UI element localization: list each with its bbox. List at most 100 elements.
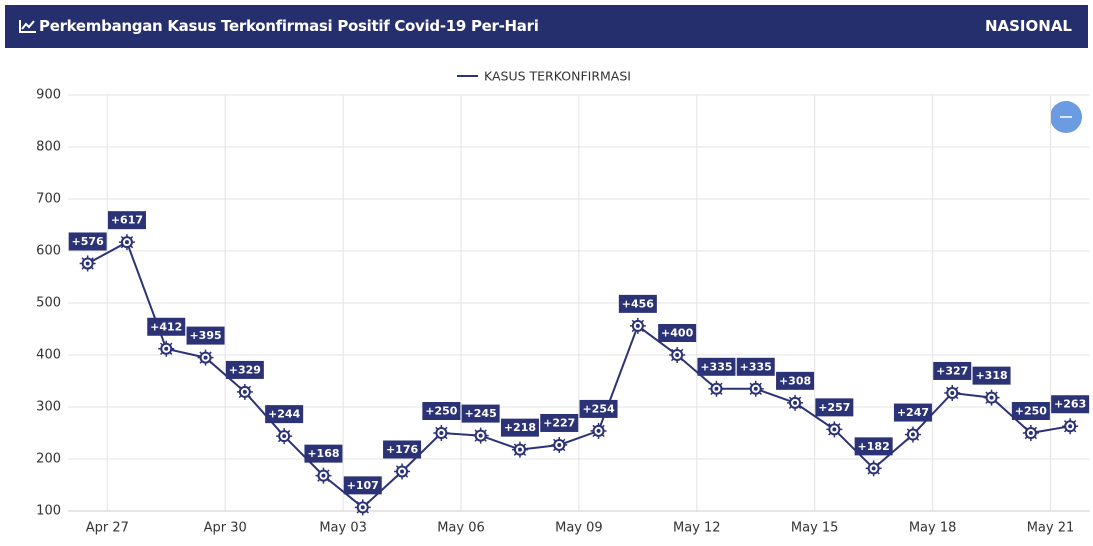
label-box [68,232,107,251]
virus-core [85,261,90,266]
header: Perkembangan Kasus Terkonfirmasi Positif… [5,5,1088,48]
label-box [500,418,539,437]
data-label: +168 [307,447,339,460]
label-box [147,317,186,336]
virus-marker [747,380,764,397]
label-box [618,294,657,313]
label-box [579,399,618,418]
data-label: +244 [268,408,301,421]
y-tick-label: 900 [36,88,61,103]
y-tick-label: 700 [36,192,61,207]
virus-core [400,469,405,474]
data-label: +308 [779,374,811,387]
data-label: +254 [582,402,615,415]
data-label: +576 [72,235,105,248]
virus-marker [1022,425,1039,441]
data-label: +218 [504,421,536,434]
data-label: +245 [465,407,497,420]
data-label: +617 [111,214,143,227]
y-tick-label: 400 [36,348,61,363]
virus-marker [354,499,371,516]
virus-core [832,427,837,432]
virus-marker [79,255,96,272]
data-label: +327 [936,364,968,377]
data-label: +335 [700,360,732,373]
region: NASIONAL [984,17,1072,35]
label-box [815,398,854,417]
virus-core [124,240,129,245]
virus-marker [826,421,843,438]
x-tick-label: Apr 27 [86,521,129,536]
data-label: +263 [1054,398,1086,411]
label-box [383,440,422,459]
virus-marker [472,427,489,444]
label-box [186,326,225,345]
y-tick-label: 600 [36,244,61,259]
virus-marker [708,380,725,397]
label-box [461,404,500,423]
x-tick-label: Apr 30 [204,521,247,536]
data-label: +395 [189,329,221,342]
label-box [304,444,343,463]
virus-core [753,386,758,391]
virus-core [242,389,247,394]
virus-core [517,447,522,452]
label-box [933,361,972,380]
virus-marker [236,383,253,400]
data-label: +250 [425,405,458,418]
virus-marker [551,436,568,453]
label-box [697,357,736,376]
virus-core [164,346,169,351]
virus-marker [197,349,214,366]
y-tick-label: 200 [36,452,61,467]
x-tick-label: May 03 [319,521,367,536]
virus-core [439,431,444,435]
data-label: +257 [818,401,850,414]
data-label: +335 [740,360,772,373]
label-box [776,371,815,390]
chart-icon [19,20,36,33]
data-label: +107 [347,479,379,492]
data-label: +329 [229,363,261,376]
y-tick-label: 300 [36,400,61,415]
virus-marker [787,394,804,411]
virus-core [557,442,562,447]
label-box [1051,395,1090,414]
y-tick-label: 500 [36,296,61,311]
data-label: +400 [661,327,694,340]
virus-core [871,466,876,471]
data-label: +176 [386,443,419,456]
x-tick-label: May 15 [791,521,839,536]
virus-marker [511,441,528,458]
data-label: +412 [150,320,182,333]
data-label: +250 [1015,405,1048,418]
label-box [1011,402,1050,420]
y-tick-label: 800 [36,140,61,155]
virus-core [989,395,994,400]
virus-marker [590,422,607,439]
virus-marker [983,389,1000,406]
virus-marker [276,428,293,445]
virus-core [360,505,365,510]
label-box [540,413,579,432]
virus-marker [944,384,961,401]
virus-core [321,473,326,478]
x-tick-label: May 09 [555,521,603,536]
virus-marker [865,460,882,477]
virus-core [950,390,955,395]
virus-marker [904,426,921,443]
label-box [343,476,382,495]
y-tick-label: 100 [36,504,61,519]
title: Perkembangan Kasus Terkonfirmasi Positif… [39,17,539,35]
x-tick-label: May 06 [437,521,485,536]
virus-core [478,433,483,438]
virus-core [596,428,601,433]
virus-core [1028,431,1033,435]
virus-core [203,355,208,360]
virus-marker [669,347,686,363]
data-label: +318 [975,369,1007,382]
virus-marker [433,425,450,441]
x-tick-label: May 21 [1027,521,1075,536]
